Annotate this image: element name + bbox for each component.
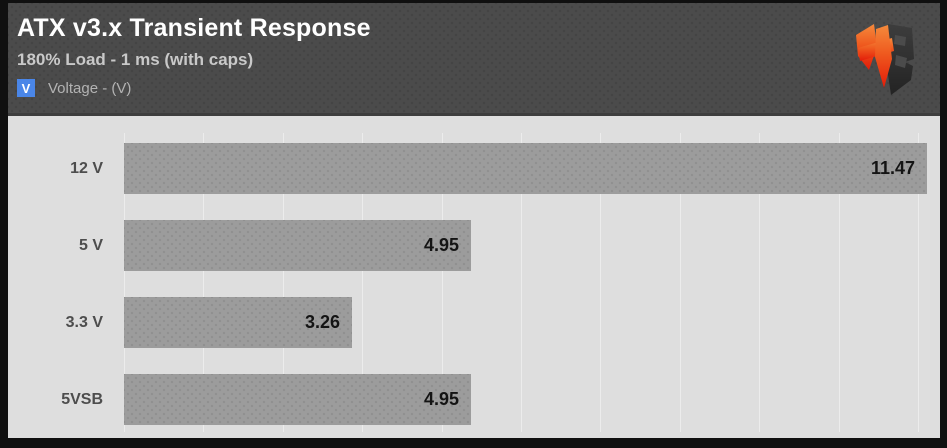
- chart-header: ATX v3.x Transient Response 180% Load - …: [8, 3, 940, 116]
- gridline: [680, 133, 681, 432]
- category-label: 3.3 V: [65, 313, 103, 331]
- chart-title: ATX v3.x Transient Response: [17, 14, 371, 42]
- gridline: [362, 133, 363, 432]
- gridline: [600, 133, 601, 432]
- legend-item-voltage[interactable]: V Voltage - (V): [17, 79, 131, 97]
- bar-value-label: 4.95: [423, 235, 459, 255]
- legend-label: Voltage - (V): [48, 79, 132, 97]
- category-label: 5 V: [78, 236, 103, 254]
- bar[interactable]: 4.95: [124, 374, 471, 425]
- plot-area: 12 V 11.47 5 V 4.95 3.3 V 3.26 5VSB 4.95: [8, 116, 940, 438]
- category-label: 12 V: [70, 159, 103, 177]
- bar[interactable]: 4.95: [124, 220, 471, 271]
- bar-value-label: 11.47: [870, 158, 915, 178]
- bar-value-label: 4.95: [423, 389, 459, 409]
- bar-value-label: 3.26: [304, 312, 340, 332]
- bar-rows: 12 V 11.47 5 V 4.95 3.3 V 3.26 5VSB 4.95: [8, 116, 940, 438]
- gridline: [918, 133, 919, 432]
- gridline: [283, 133, 284, 432]
- chart-row: 3.3 V 3.26: [8, 297, 940, 348]
- chart-row: 5VSB 4.95: [8, 374, 940, 425]
- gridline: [839, 133, 840, 432]
- gridline: [203, 133, 204, 432]
- chart-row: 5 V 4.95: [8, 220, 940, 271]
- hardware-busters-logo-icon: [856, 24, 914, 95]
- bar[interactable]: 11.47: [124, 143, 927, 194]
- legend-swatch-icon[interactable]: V: [17, 79, 35, 97]
- bar[interactable]: 3.26: [124, 297, 352, 348]
- gridline: [124, 133, 125, 432]
- category-label: 5VSB: [61, 390, 103, 408]
- chart-row: 12 V 11.47: [8, 143, 940, 194]
- gridline: [442, 133, 443, 432]
- chart-subtitle: 180% Load - 1 ms (with caps): [17, 50, 254, 69]
- gridline: [759, 133, 760, 432]
- chart-content: ATX v3.x Transient Response 180% Load - …: [8, 3, 940, 438]
- gridline: [521, 133, 522, 432]
